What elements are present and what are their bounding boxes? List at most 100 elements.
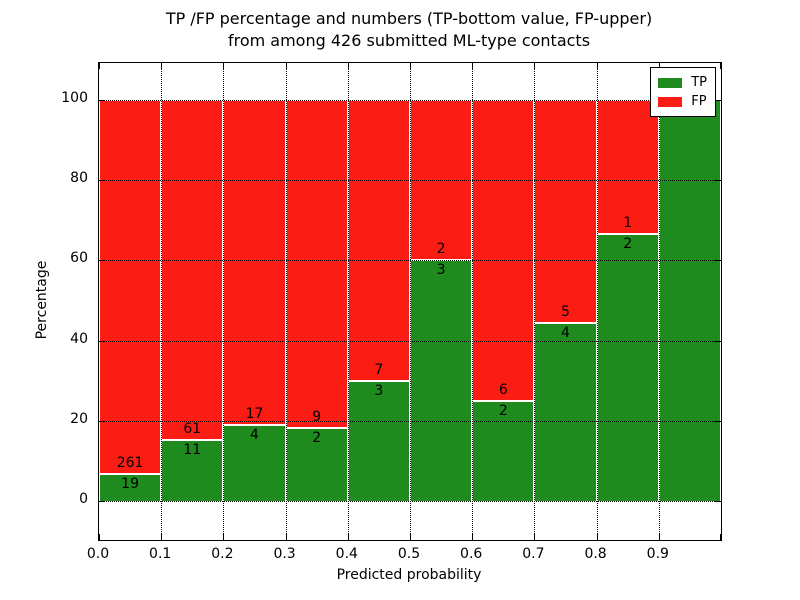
grid-horizontal-line: [99, 100, 721, 101]
fp-bar-segment: [161, 100, 224, 440]
tp-count-label: 3: [436, 262, 446, 279]
x-tick-label: 0.0: [86, 546, 110, 562]
y-tick-mark: [99, 180, 105, 182]
x-tick-mark: [658, 534, 660, 540]
y-tick-mark-right: [715, 100, 721, 101]
tp-bar-segment: [161, 439, 224, 501]
tp-count-label: 4: [561, 324, 570, 341]
y-tick-mark-right: [715, 340, 721, 342]
grid-horizontal-line: [99, 501, 721, 502]
fp-count-label: 1: [623, 214, 633, 231]
fp-bar-segment: [99, 100, 162, 474]
x-tick-mark-top: [534, 63, 536, 69]
x-tick-mark: [285, 534, 287, 540]
x-tick-label: 0.8: [584, 546, 607, 562]
x-tick-mark-top: [596, 63, 598, 69]
legend-label-fp: FP: [691, 94, 707, 109]
grid-vertical-line: [658, 63, 660, 540]
tp-bar-segment: [410, 260, 473, 501]
fp-bar-segment: [534, 100, 597, 323]
fp-swatch-icon: [658, 96, 683, 107]
fp-count-label: 61: [183, 420, 202, 437]
y-tick-mark-right: [715, 260, 721, 262]
y-axis-label: Percentage: [34, 260, 50, 340]
grid-horizontal-line: [99, 420, 721, 422]
chart-title-line1: TP /FP percentage and numbers (TP-bottom…: [165, 9, 653, 28]
tp-bar-segment: [658, 100, 721, 501]
grid-vertical-line: [534, 63, 536, 540]
legend: TP FP: [650, 67, 716, 117]
y-tick-label: 100: [61, 90, 88, 106]
x-tick-label: 0.6: [460, 546, 483, 562]
grid-vertical-line: [285, 63, 287, 540]
y-tick-label: 0: [79, 491, 88, 507]
tp-count-label: 3: [374, 382, 384, 399]
x-tick-mark: [410, 534, 411, 540]
x-tick-mark: [223, 534, 225, 540]
x-tick-mark: [472, 534, 474, 540]
x-tick-mark: [99, 534, 100, 540]
x-tick-mark-top: [285, 63, 287, 69]
fp-bar-segment: [596, 100, 659, 234]
legend-label-tp: TP: [691, 75, 707, 90]
grid-vertical-line: [223, 63, 225, 540]
tp-count-label: 4: [250, 426, 259, 443]
y-tick-mark: [99, 340, 105, 342]
tp-bar-segment: [99, 473, 162, 501]
grid-vertical-line: [347, 63, 349, 540]
tp-count-label: 11: [183, 441, 202, 458]
y-tick-mark-right: [715, 180, 721, 182]
y-tick-label: 80: [70, 170, 88, 187]
y-tick-label: 20: [70, 410, 88, 427]
x-tick-label: 0.2: [211, 546, 234, 562]
tp-bar-segment: [596, 233, 659, 501]
legend-entry-fp: FP: [658, 92, 707, 111]
y-tick-label: 40: [70, 330, 88, 347]
fp-bar-segment: [472, 100, 535, 401]
fp-count-label: 9: [312, 409, 322, 426]
x-tick-mark-top: [410, 63, 411, 69]
x-tick-label: 0.7: [522, 546, 545, 562]
x-tick-label: 0.5: [397, 546, 421, 562]
fp-bar-segment: [223, 100, 286, 425]
x-tick-mark-top: [720, 63, 721, 69]
legend-entry-tp: TP: [658, 73, 707, 92]
x-tick-mark-top: [472, 63, 474, 69]
fp-count-label: 17: [245, 405, 264, 422]
x-tick-mark-top: [161, 63, 163, 69]
x-tick-mark-top: [658, 63, 660, 69]
fp-bar-segment: [285, 100, 348, 429]
x-tick-mark: [161, 534, 163, 540]
fp-count-label: 6: [498, 381, 508, 398]
y-tick-mark: [99, 260, 105, 262]
x-tick-label: 0.3: [273, 546, 296, 562]
x-tick-label: 0.1: [149, 546, 172, 562]
chart-title: TP /FP percentage and numbers (TP-bottom…: [98, 8, 720, 52]
grid-vertical-line: [410, 63, 411, 540]
x-tick-mark: [534, 534, 536, 540]
chart-title-line2: from among 426 submitted ML-type contact…: [227, 31, 591, 50]
grid-horizontal-line: [99, 340, 721, 342]
x-tick-label: 0.9: [646, 546, 669, 562]
tp-count-label: 2: [623, 235, 633, 252]
x-tick-mark: [596, 534, 598, 540]
fp-count-label: 5: [561, 303, 570, 320]
x-tick-mark: [347, 534, 349, 540]
y-tick-mark: [99, 420, 105, 422]
y-tick-mark-right: [715, 501, 721, 502]
grid-horizontal-line: [99, 260, 721, 262]
x-tick-mark-top: [99, 63, 100, 69]
x-tick-mark-top: [347, 63, 349, 69]
tp-count-label: 19: [121, 475, 139, 492]
tp-count-label: 2: [498, 402, 508, 419]
tp-bar-segment: [472, 400, 535, 501]
y-tick-mark: [99, 501, 105, 502]
tp-swatch-icon: [658, 77, 683, 88]
x-tick-mark-top: [223, 63, 225, 69]
fp-bar-segment: [347, 100, 410, 381]
grid-horizontal-line: [99, 180, 721, 182]
grid-vertical-line: [472, 63, 474, 540]
fp-count-label: 7: [374, 361, 384, 378]
